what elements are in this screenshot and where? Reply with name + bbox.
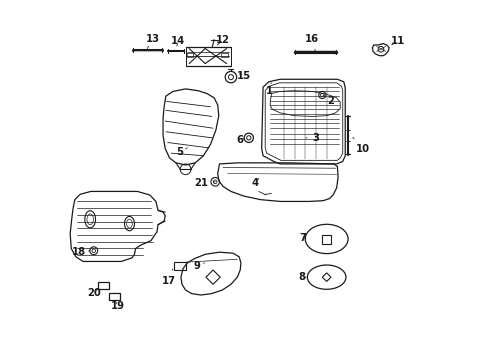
Text: 11: 11 bbox=[390, 36, 405, 46]
Text: 17: 17 bbox=[162, 269, 175, 286]
Text: 5: 5 bbox=[176, 147, 187, 157]
Bar bbox=[322, 235, 330, 244]
Text: 10: 10 bbox=[352, 138, 369, 154]
Bar bbox=[108, 293, 120, 300]
Bar bbox=[186, 53, 193, 58]
Text: 4: 4 bbox=[251, 178, 258, 188]
Bar bbox=[98, 282, 109, 289]
Text: 21: 21 bbox=[194, 178, 215, 188]
Text: 2: 2 bbox=[323, 95, 334, 106]
Text: 3: 3 bbox=[305, 133, 319, 143]
Text: 1: 1 bbox=[265, 83, 272, 96]
Bar bbox=[221, 53, 227, 58]
Text: 6: 6 bbox=[236, 135, 244, 145]
Text: 7: 7 bbox=[298, 233, 305, 243]
Text: 9: 9 bbox=[194, 261, 204, 271]
Text: 14: 14 bbox=[171, 36, 185, 46]
Bar bbox=[173, 262, 186, 270]
Text: 19: 19 bbox=[111, 301, 125, 311]
Text: 18: 18 bbox=[72, 247, 90, 257]
Text: 8: 8 bbox=[298, 272, 305, 282]
Text: 15: 15 bbox=[236, 71, 250, 81]
Text: 20: 20 bbox=[87, 288, 101, 297]
Text: 16: 16 bbox=[305, 34, 319, 51]
Text: 13: 13 bbox=[145, 33, 159, 49]
Text: 12: 12 bbox=[216, 35, 229, 45]
